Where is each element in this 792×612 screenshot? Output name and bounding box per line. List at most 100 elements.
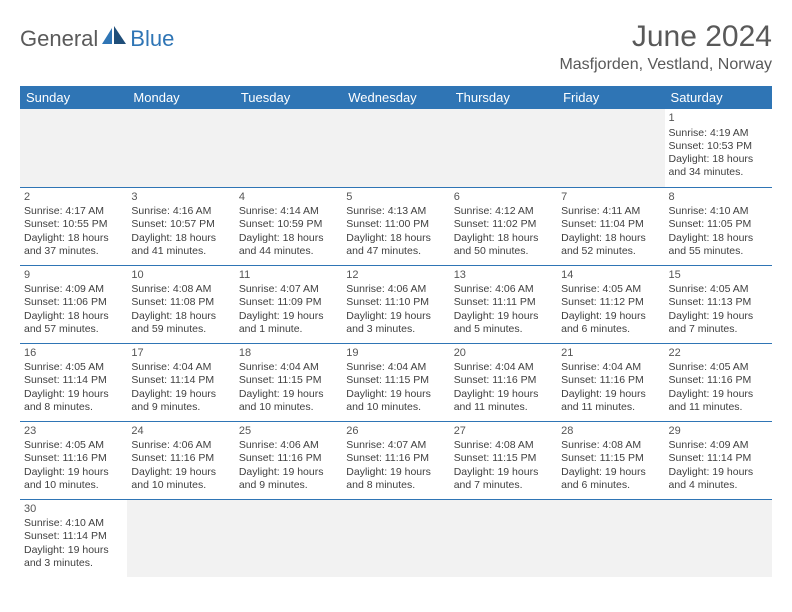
day-number: 26: [346, 425, 445, 439]
sunset-text: Sunset: 10:53 PM: [669, 140, 768, 153]
calendar-day-cell: 12Sunrise: 4:06 AMSunset: 11:10 PMDaylig…: [342, 265, 449, 343]
calendar-day-cell: [557, 109, 664, 187]
calendar-day-cell: 1Sunrise: 4:19 AMSunset: 10:53 PMDayligh…: [665, 109, 772, 187]
day-number: 17: [131, 347, 230, 361]
sunrise-text: Sunrise: 4:12 AM: [454, 205, 553, 218]
day-number: 14: [561, 269, 660, 283]
sunset-text: Sunset: 11:16 PM: [561, 374, 660, 387]
calendar-week-row: 2Sunrise: 4:17 AMSunset: 10:55 PMDayligh…: [20, 187, 772, 265]
sunrise-text: Sunrise: 4:13 AM: [346, 205, 445, 218]
sunset-text: Sunset: 11:14 PM: [24, 530, 123, 543]
sunset-text: Sunset: 11:08 PM: [131, 296, 230, 309]
sunrise-text: Sunrise: 4:08 AM: [454, 439, 553, 452]
location-text: Masfjorden, Vestland, Norway: [559, 56, 772, 74]
sunrise-text: Sunrise: 4:08 AM: [561, 439, 660, 452]
sunrise-text: Sunrise: 4:05 AM: [24, 361, 123, 374]
day-number: 24: [131, 425, 230, 439]
daylight-text: Daylight: 19 hours and 6 minutes.: [561, 310, 660, 336]
calendar-day-cell: [450, 499, 557, 577]
calendar-day-cell: [127, 499, 234, 577]
page-header: General Blue June 2024 Masfjorden, Vestl…: [20, 20, 772, 74]
daylight-text: Daylight: 18 hours and 50 minutes.: [454, 232, 553, 258]
daylight-text: Daylight: 19 hours and 6 minutes.: [561, 466, 660, 492]
sunset-text: Sunset: 11:11 PM: [454, 296, 553, 309]
sunset-text: Sunset: 11:15 PM: [561, 452, 660, 465]
calendar-day-cell: 10Sunrise: 4:08 AMSunset: 11:08 PMDaylig…: [127, 265, 234, 343]
sunset-text: Sunset: 11:14 PM: [24, 374, 123, 387]
day-number: 27: [454, 425, 553, 439]
sunset-text: Sunset: 11:13 PM: [669, 296, 768, 309]
sunrise-text: Sunrise: 4:08 AM: [131, 283, 230, 296]
daylight-text: Daylight: 19 hours and 7 minutes.: [669, 310, 768, 336]
calendar-day-cell: [342, 499, 449, 577]
day-number: 19: [346, 347, 445, 361]
sunrise-text: Sunrise: 4:04 AM: [561, 361, 660, 374]
sunset-text: Sunset: 11:15 PM: [239, 374, 338, 387]
weekday-header: Friday: [557, 86, 664, 109]
daylight-text: Daylight: 19 hours and 10 minutes.: [346, 388, 445, 414]
calendar-day-cell: 16Sunrise: 4:05 AMSunset: 11:14 PMDaylig…: [20, 343, 127, 421]
day-number: 30: [24, 503, 123, 517]
calendar-week-row: 30Sunrise: 4:10 AMSunset: 11:14 PMDaylig…: [20, 499, 772, 577]
calendar-day-cell: 3Sunrise: 4:16 AMSunset: 10:57 PMDayligh…: [127, 187, 234, 265]
day-number: 12: [346, 269, 445, 283]
calendar-day-cell: [557, 499, 664, 577]
day-number: 4: [239, 191, 338, 205]
weekday-header: Saturday: [665, 86, 772, 109]
sunrise-text: Sunrise: 4:09 AM: [669, 439, 768, 452]
day-number: 10: [131, 269, 230, 283]
day-number: 13: [454, 269, 553, 283]
sunset-text: Sunset: 11:16 PM: [24, 452, 123, 465]
daylight-text: Daylight: 19 hours and 3 minutes.: [346, 310, 445, 336]
day-number: 5: [346, 191, 445, 205]
calendar-day-cell: 25Sunrise: 4:06 AMSunset: 11:16 PMDaylig…: [235, 421, 342, 499]
calendar-day-cell: 24Sunrise: 4:06 AMSunset: 11:16 PMDaylig…: [127, 421, 234, 499]
day-number: 9: [24, 269, 123, 283]
day-number: 22: [669, 347, 768, 361]
logo-text-main: General: [20, 26, 98, 52]
calendar-day-cell: 23Sunrise: 4:05 AMSunset: 11:16 PMDaylig…: [20, 421, 127, 499]
sunset-text: Sunset: 11:16 PM: [669, 374, 768, 387]
sunrise-text: Sunrise: 4:04 AM: [454, 361, 553, 374]
sunrise-text: Sunrise: 4:07 AM: [239, 283, 338, 296]
daylight-text: Daylight: 18 hours and 59 minutes.: [131, 310, 230, 336]
calendar-week-row: 1Sunrise: 4:19 AMSunset: 10:53 PMDayligh…: [20, 109, 772, 187]
sunrise-text: Sunrise: 4:04 AM: [239, 361, 338, 374]
sunset-text: Sunset: 10:59 PM: [239, 218, 338, 231]
sunset-text: Sunset: 11:04 PM: [561, 218, 660, 231]
sunset-text: Sunset: 11:15 PM: [346, 374, 445, 387]
calendar-day-cell: 27Sunrise: 4:08 AMSunset: 11:15 PMDaylig…: [450, 421, 557, 499]
calendar-day-cell: 19Sunrise: 4:04 AMSunset: 11:15 PMDaylig…: [342, 343, 449, 421]
day-number: 21: [561, 347, 660, 361]
month-title: June 2024: [559, 20, 772, 54]
sunset-text: Sunset: 11:16 PM: [239, 452, 338, 465]
daylight-text: Daylight: 19 hours and 10 minutes.: [24, 466, 123, 492]
day-number: 7: [561, 191, 660, 205]
sunrise-text: Sunrise: 4:04 AM: [346, 361, 445, 374]
daylight-text: Daylight: 19 hours and 9 minutes.: [131, 388, 230, 414]
calendar-day-cell: [235, 109, 342, 187]
day-number: 11: [239, 269, 338, 283]
daylight-text: Daylight: 19 hours and 1 minute.: [239, 310, 338, 336]
daylight-text: Daylight: 19 hours and 11 minutes.: [669, 388, 768, 414]
sunrise-text: Sunrise: 4:07 AM: [346, 439, 445, 452]
daylight-text: Daylight: 18 hours and 41 minutes.: [131, 232, 230, 258]
day-number: 20: [454, 347, 553, 361]
sunset-text: Sunset: 11:14 PM: [669, 452, 768, 465]
daylight-text: Daylight: 18 hours and 47 minutes.: [346, 232, 445, 258]
weekday-header: Monday: [127, 86, 234, 109]
sunrise-text: Sunrise: 4:05 AM: [669, 283, 768, 296]
sunrise-text: Sunrise: 4:14 AM: [239, 205, 338, 218]
daylight-text: Daylight: 19 hours and 4 minutes.: [669, 466, 768, 492]
calendar-day-cell: 9Sunrise: 4:09 AMSunset: 11:06 PMDayligh…: [20, 265, 127, 343]
sunrise-text: Sunrise: 4:10 AM: [669, 205, 768, 218]
sunset-text: Sunset: 10:57 PM: [131, 218, 230, 231]
calendar-day-cell: 6Sunrise: 4:12 AMSunset: 11:02 PMDayligh…: [450, 187, 557, 265]
header-right: June 2024 Masfjorden, Vestland, Norway: [559, 20, 772, 74]
calendar-day-cell: [127, 109, 234, 187]
sunrise-text: Sunrise: 4:10 AM: [24, 517, 123, 530]
day-number: 3: [131, 191, 230, 205]
calendar-day-cell: 11Sunrise: 4:07 AMSunset: 11:09 PMDaylig…: [235, 265, 342, 343]
sunrise-text: Sunrise: 4:19 AM: [669, 127, 768, 140]
day-number: 6: [454, 191, 553, 205]
